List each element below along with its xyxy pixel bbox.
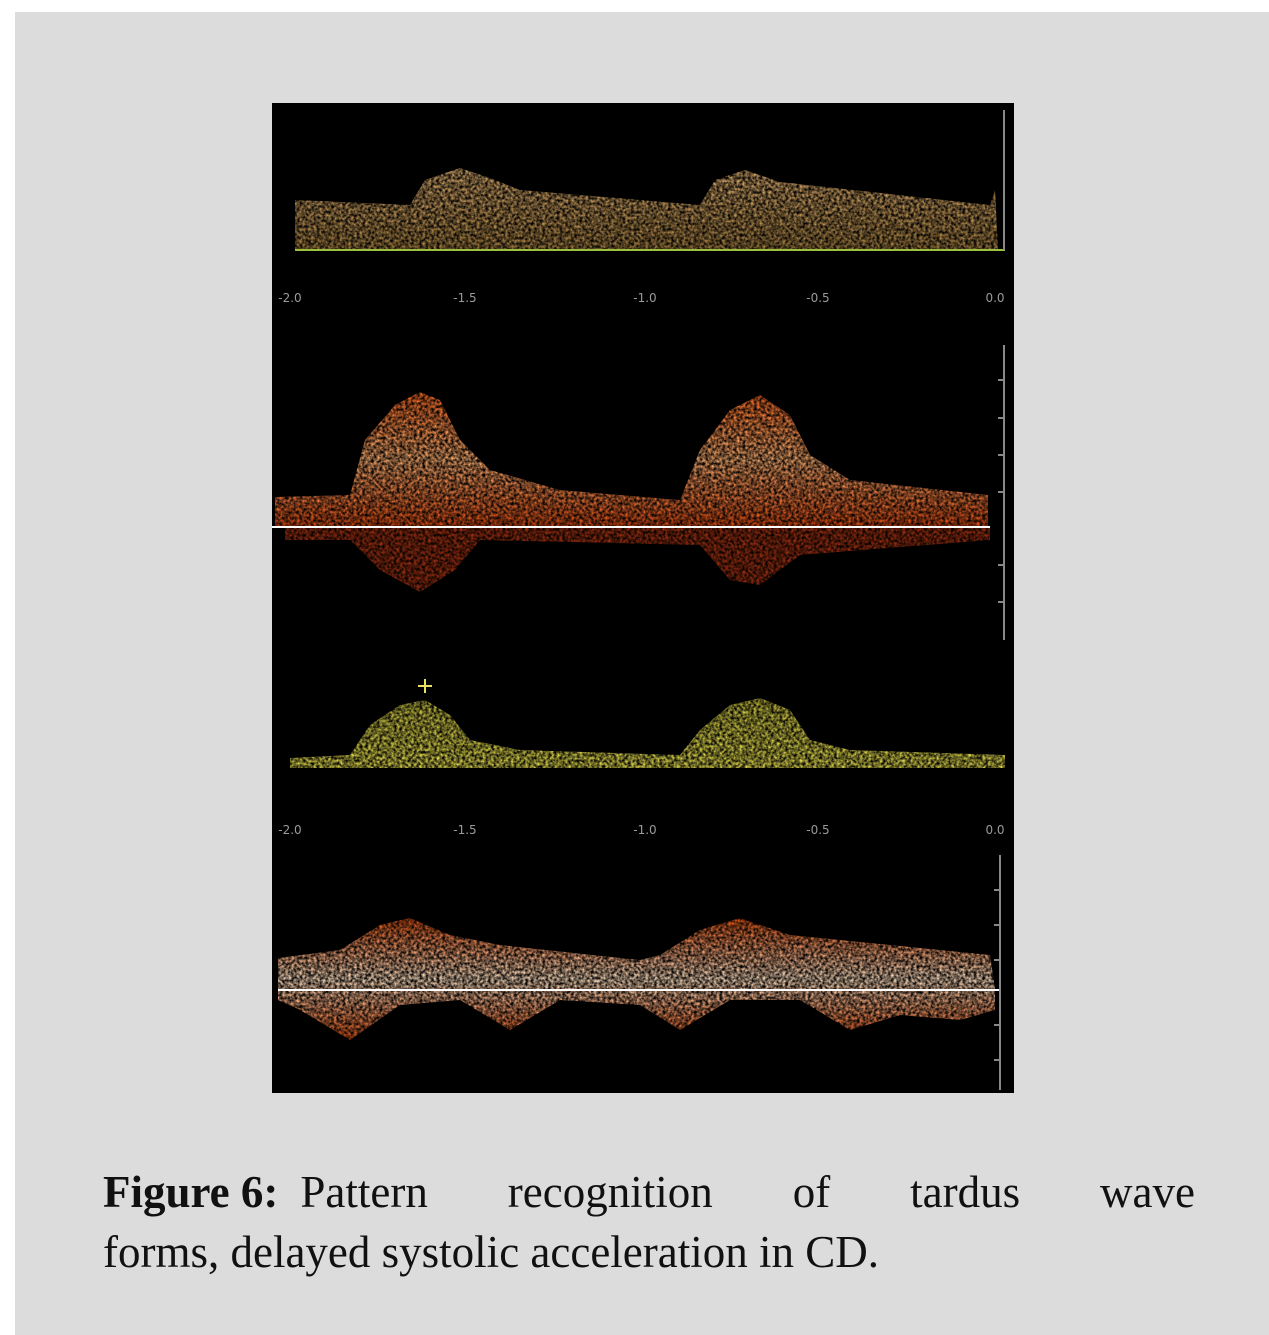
tick-label: -2.0 bbox=[278, 823, 301, 837]
tick-label: -0.5 bbox=[806, 291, 829, 305]
tick-label: -2.0 bbox=[278, 291, 301, 305]
caption-line: forms, delayed systolic acceleration in … bbox=[103, 1227, 880, 1277]
tick-label: -1.0 bbox=[633, 291, 656, 305]
tick-label: -1.5 bbox=[453, 823, 476, 837]
waveform bbox=[290, 698, 1005, 768]
caption-line: Figure 6: Pattern recognition of tardus w… bbox=[103, 1162, 1195, 1222]
tick-label: -1.0 bbox=[633, 823, 656, 837]
tick-label: -1.5 bbox=[453, 291, 476, 305]
waveform-reverse bbox=[285, 527, 990, 592]
peak-marker bbox=[418, 679, 432, 693]
tick-label: 0.0 bbox=[985, 291, 1004, 305]
waveform bbox=[278, 918, 995, 1040]
waveform bbox=[295, 168, 998, 250]
scale bbox=[994, 110, 1005, 1090]
caption-label: Figure 6: bbox=[103, 1167, 279, 1217]
tick-label: 0.0 bbox=[985, 823, 1004, 837]
waveform bbox=[275, 392, 988, 527]
axis-bottom: -2.0 -1.5 -1.0 -0.5 0.0 bbox=[278, 823, 1004, 837]
caption-text: Pattern recognition of tardus wave bbox=[300, 1167, 1195, 1217]
tick-label: -0.5 bbox=[806, 823, 829, 837]
axis-top: -2.0 -1.5 -1.0 -0.5 0.0 bbox=[278, 291, 1004, 305]
caption: Figure 6: Pattern recognition of tardus w… bbox=[103, 1162, 1195, 1282]
